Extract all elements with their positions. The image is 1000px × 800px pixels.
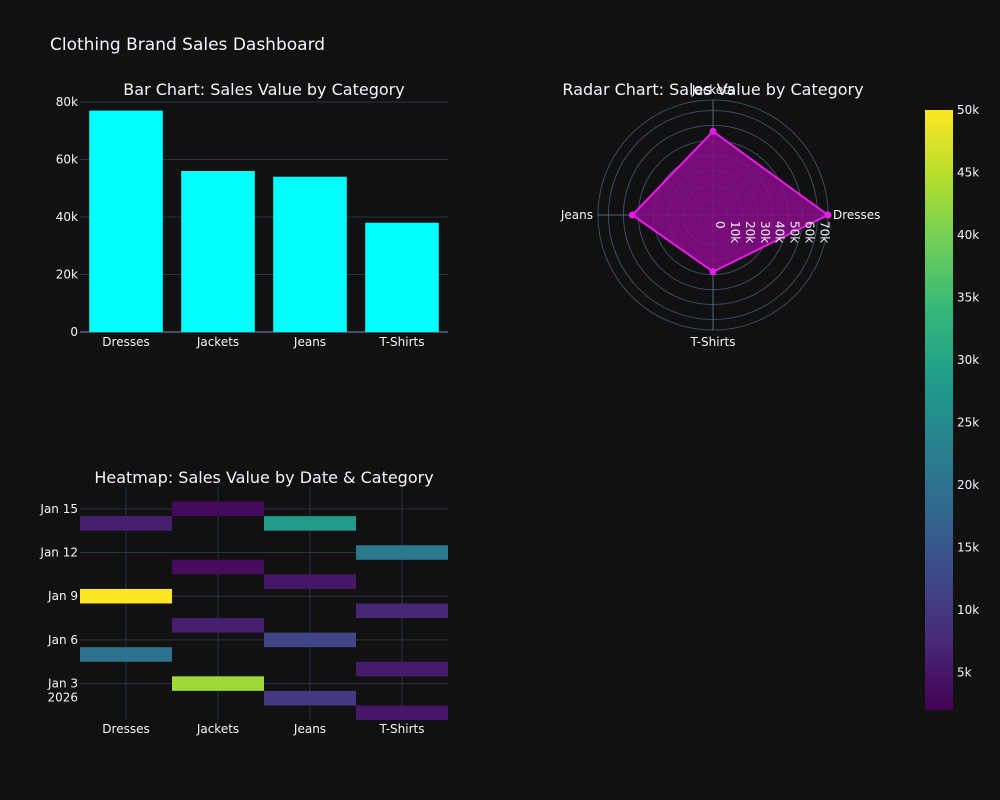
heatmap-x-tick-label: T-Shirts	[378, 722, 424, 736]
bar-y-tick-label: 0	[70, 325, 78, 339]
colorbar-tick-label: 5k	[957, 666, 972, 680]
radar-radial-tick-label: 50k	[788, 221, 802, 243]
heatmap-cell	[356, 603, 448, 619]
radar-point-dresses	[824, 211, 832, 219]
heatmap-x-tick-label: Dresses	[102, 722, 149, 736]
heatmap-y-tick-line: Jan 9	[47, 589, 78, 603]
bar-chart-title: Bar Chart: Sales Value by Category	[123, 80, 404, 99]
colorbar-tick-label: 50k	[957, 103, 979, 117]
bar-x-tick-label: Dresses	[102, 335, 149, 349]
heatmap-chart: Heatmap: Sales Value by Date & Category …	[39, 468, 448, 736]
colorbar-tick-label: 30k	[957, 353, 979, 367]
colorbar-tick-label: 25k	[957, 416, 979, 430]
radar-angular-tick-label: Jackets	[691, 83, 734, 97]
colorbar-tick-label: 35k	[957, 291, 979, 305]
heatmap-x-tick-labels: Dresses Jackets Jeans T-Shirts	[102, 722, 424, 736]
heatmap-cell	[80, 647, 172, 662]
heatmap-cells	[80, 501, 448, 720]
heatmap-cell	[356, 661, 448, 677]
bar-y-tick-label: 40k	[56, 210, 78, 224]
dashboard-title: Clothing Brand Sales Dashboard	[50, 35, 325, 55]
colorbar-tick-label: 40k	[957, 228, 979, 242]
heatmap-y-tick-label: Jan 9	[47, 589, 78, 603]
colorbar-tick-label: 10k	[957, 603, 979, 617]
radar-radial-tick-labels: 0 10k 20k 30k 40k 50k 60k 70k	[713, 221, 832, 243]
colorbar-tick-labels: 5k 10k 15k 20k 25k 30k 35k 40k 45k 50k	[957, 103, 979, 680]
radar-marks	[628, 127, 832, 276]
radar-angular-tick-label: Dresses	[833, 208, 880, 222]
bar-dresses	[89, 110, 163, 332]
bar-t-shirts	[365, 222, 439, 332]
radar-angular-tick-labels: Dresses Jackets Jeans T-Shirts	[560, 83, 881, 349]
heatmap-y-tick-label: Jan 15	[39, 502, 78, 516]
heatmap-cell	[80, 588, 172, 604]
bar-y-tick-label: 80k	[56, 95, 78, 109]
radar-point-jeans	[628, 211, 636, 219]
heatmap-y-tick-labels: Jan 3 2026 Jan 6 Jan 9 Jan 12 Jan 15	[39, 502, 78, 705]
radar-angular-tick-label: T-Shirts	[689, 335, 735, 349]
heatmap-cell	[356, 705, 448, 720]
heatmap-cell	[172, 676, 264, 691]
colorbar: 5k 10k 15k 20k 25k 30k 35k 40k 45k 50k	[925, 103, 979, 710]
bar-marks	[89, 110, 439, 332]
heatmap-cell	[172, 618, 264, 633]
colorbar-gradient	[925, 110, 953, 710]
radar-radial-tick-label: 30k	[758, 221, 772, 243]
radar-area	[630, 130, 830, 273]
heatmap-y-tick-line: 2026	[47, 691, 78, 705]
bar-y-tick-label: 60k	[56, 153, 78, 167]
heatmap-y-tick-line: Jan 3	[47, 677, 78, 691]
radar-radial-tick-label: 70k	[818, 221, 832, 243]
heatmap-cell	[264, 516, 356, 531]
radar-radial-tick-label: 20k	[743, 221, 757, 243]
colorbar-tick-label: 20k	[957, 478, 979, 492]
radar-point-t-shirts	[709, 268, 717, 276]
radar-radial-tick-label: 60k	[803, 221, 817, 243]
bar-jackets	[181, 171, 255, 332]
radar-chart: 0 10k 20k 30k 40k 50k 60k 70k Dresses Jackets Jea…	[560, 80, 881, 349]
radar-radial-tick-label: 40k	[773, 221, 787, 243]
colorbar-tick-label: 15k	[957, 541, 979, 555]
heatmap-y-tick-line: Jan 6	[47, 633, 78, 647]
radar-angular-tick-label: Jeans	[560, 208, 593, 222]
heatmap-y-tick-label: Jan 3 2026	[47, 677, 78, 705]
bar-jeans	[273, 176, 347, 332]
bar-y-tick-labels: 0 20k 40k 60k 80k	[56, 95, 78, 339]
heatmap-x-tick-label: Jeans	[293, 722, 326, 736]
heatmap-y-tick-label: Jan 6	[47, 633, 78, 647]
heatmap-cell	[264, 574, 356, 589]
heatmap-cell	[80, 516, 172, 531]
heatmap-cell	[356, 545, 448, 560]
bar-x-tick-label: T-Shirts	[378, 335, 424, 349]
radar-point-jackets	[709, 127, 717, 135]
heatmap-cell	[172, 559, 264, 575]
colorbar-tick-label: 45k	[957, 166, 979, 180]
bar-y-tick-label: 20k	[56, 268, 78, 282]
heatmap-cell	[264, 690, 356, 706]
heatmap-title: Heatmap: Sales Value by Date & Category	[94, 468, 433, 487]
radar-radial-tick-label: 0	[713, 221, 727, 229]
bar-x-tick-labels: Dresses Jackets Jeans T-Shirts	[102, 335, 424, 349]
radar-radial-tick-label: 10k	[728, 221, 742, 243]
radar-chart-title: Radar Chart: Sales Value by Category	[562, 80, 863, 99]
heatmap-y-tick-label: Jan 12	[39, 546, 78, 560]
heatmap-y-tick-line: Jan 12	[39, 546, 78, 560]
heatmap-y-tick-line: Jan 15	[39, 502, 78, 516]
heatmap-x-tick-label: Jackets	[196, 722, 239, 736]
bar-x-tick-label: Jeans	[293, 335, 326, 349]
bar-x-tick-label: Jackets	[196, 335, 239, 349]
bar-chart: Bar Chart: Sales Value by Category 0 20k 4…	[56, 80, 448, 349]
heatmap-cell	[172, 501, 264, 517]
heatmap-cell	[264, 632, 356, 648]
